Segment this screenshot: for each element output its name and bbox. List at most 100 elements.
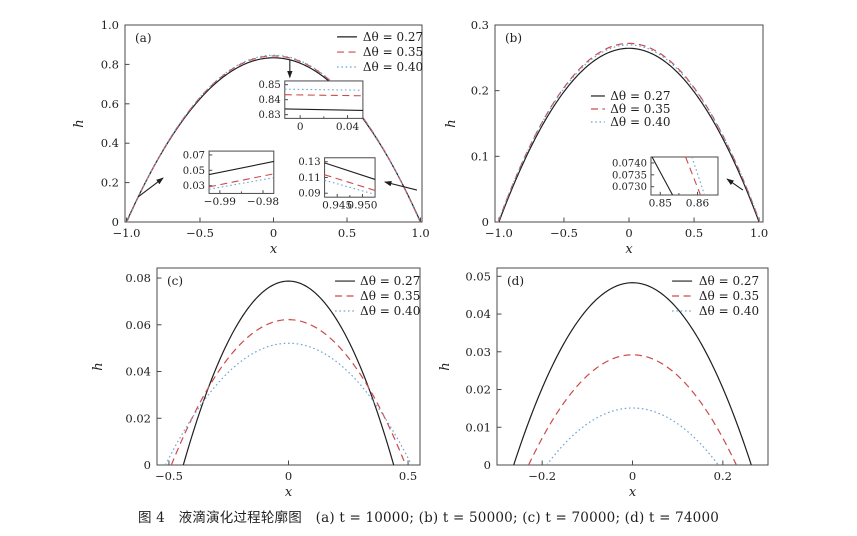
y-axis-label: h: [72, 119, 87, 127]
chart-text: 1.0: [750, 226, 768, 240]
chart-text: Δθ = 0.27: [360, 274, 420, 288]
chart-text: 0: [297, 121, 304, 133]
chart-text: Δθ = 0.40: [699, 304, 759, 318]
chart-text: −0.2: [528, 469, 556, 483]
chart-text: 0.83: [259, 110, 281, 121]
panel-label: (d): [507, 274, 524, 288]
panel-label: (b): [505, 31, 522, 45]
chart-text: 0: [625, 226, 632, 240]
subplot-b: −1.0 −0.5 0 0.5 1.000.10.20.3xh(b)Δθ = 0.27Δ…: [444, 18, 768, 257]
chart-text: 0.86: [686, 198, 710, 210]
chart-text: −0.5: [550, 226, 578, 240]
chart-text: −0.5: [186, 226, 214, 240]
chart-text: 0.85: [259, 80, 281, 91]
svg-text:h: h: [438, 362, 453, 370]
chart-text: 0.0740: [612, 158, 647, 169]
x-ticks: −1.0 −0.5 0 0.5 1.0: [485, 217, 768, 240]
x-axis-label: x: [629, 485, 637, 500]
x-axis-label: x: [285, 485, 293, 500]
chart-text: Δθ = 0.35: [610, 102, 670, 116]
y-axis-label: h: [91, 362, 106, 370]
chart-text: 0.5: [338, 226, 356, 240]
chart-text: 0.01: [465, 420, 491, 434]
annotations: [726, 178, 744, 191]
chart-text: 0.08: [125, 271, 151, 285]
y-ticks: 0 0.01 0.02 0.03 0.04 0.05: [465, 269, 502, 472]
chart-text: 0.04: [465, 307, 491, 321]
legend-label: Δθ = 0.27: [360, 274, 420, 288]
chart-text: 0.05: [183, 166, 205, 177]
y-ticks: 0 0.2 0.4 0.6 0.8 1.0: [101, 18, 130, 229]
inset-box: −0.99 −0.98 0.03 0.05 0.07: [183, 150, 279, 208]
chart-text: 0.0735: [612, 170, 647, 181]
legend-label: Δθ = 0.35: [699, 289, 759, 303]
series-curve-1: [528, 354, 737, 466]
annotation-arrow: [384, 180, 418, 191]
legend-label: Δθ = 0.27: [363, 30, 423, 44]
svg-text:h: h: [91, 362, 106, 370]
svg-text:h: h: [444, 119, 459, 127]
chart-text: 0: [112, 215, 119, 229]
chart-text: Δθ = 0.35: [363, 45, 423, 59]
chart-text: 0.945: [322, 200, 352, 212]
series-curve-1: [497, 42, 761, 223]
chart-text: 0.0730: [612, 182, 647, 193]
chart-text: 0.04: [336, 121, 360, 133]
chart-text: 0.8: [101, 57, 119, 71]
legend-label: Δθ = 0.35: [360, 289, 420, 303]
y-ticks: 0 0.02 0.04 0.06 0.08: [125, 271, 162, 472]
chart-text: Δθ = 0.27: [610, 89, 670, 103]
annotation-arrow: [137, 177, 164, 198]
chart-text: 0.02: [465, 383, 491, 397]
chart-text: Δθ = 0.40: [610, 115, 670, 129]
x-ticks: −1.0 −0.5 0 0.5 1.0: [113, 217, 430, 240]
chart-text: Δθ = 0.27: [363, 30, 423, 44]
chart-text: 0.3: [471, 18, 489, 32]
legend-label: Δθ = 0.35: [610, 102, 670, 116]
subplot-a: −1.0 −0.5 0 0.5 1.0 0 0.2 0.4 0.6 0.8 1.0 x h (a) Δθ =…: [72, 18, 430, 257]
chart-text: x: [270, 242, 278, 257]
legend-label: Δθ = 0.40: [610, 115, 670, 129]
chart-text: x: [629, 485, 637, 500]
annotations: [137, 60, 418, 198]
chart-text: 0: [629, 469, 636, 483]
chart-text: −1.0: [113, 226, 141, 240]
series-curves: [497, 42, 761, 223]
chart-text: x: [625, 242, 633, 257]
chart-text: 0.13: [298, 157, 320, 168]
inset-box: 0 0.04 0.83 0.84 0.85: [259, 80, 364, 133]
x-ticks: −0.2 0 0.2: [528, 460, 732, 483]
chart-text: 0.2: [471, 84, 489, 98]
chart-text: 0: [144, 458, 151, 472]
series-curve-0: [182, 280, 395, 466]
chart-text: 0: [285, 469, 292, 483]
legend-label: Δθ = 0.27: [610, 89, 670, 103]
series-curve-2: [497, 44, 761, 223]
chart-text: 0: [484, 458, 491, 472]
x-axis-label: x: [270, 242, 278, 257]
chart-text: x: [285, 485, 293, 500]
chart-text: 0.11: [298, 173, 320, 184]
chart-text: Δθ = 0.40: [360, 304, 420, 318]
chart-text: 0.1: [471, 149, 489, 163]
series-curve-2: [546, 407, 719, 466]
y-axis-label: h: [438, 362, 453, 370]
chart-text: 0: [270, 226, 277, 240]
series-curve-2: [164, 342, 413, 466]
chart-text: 0.2: [101, 176, 119, 190]
chart-text: 1.0: [101, 18, 119, 32]
y-axis-label: h: [444, 119, 459, 127]
series-curve-2: [126, 54, 421, 223]
x-ticks: −0.5 0 0.5: [155, 460, 417, 483]
chart-text: 0.06: [125, 318, 151, 332]
chart-text: 0.03: [465, 345, 491, 359]
chart-text: Δθ = 0.35: [699, 289, 759, 303]
legend-label: Δθ = 0.35: [363, 45, 423, 59]
